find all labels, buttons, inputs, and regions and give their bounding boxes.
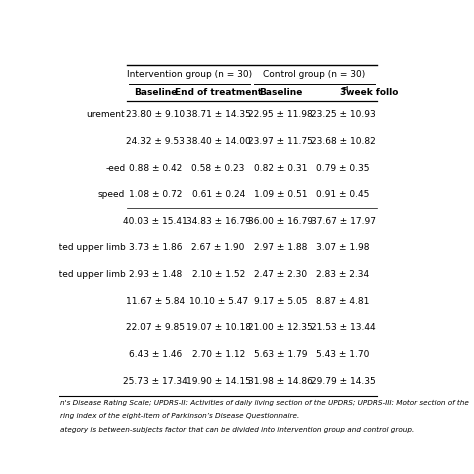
Text: Baseline: Baseline xyxy=(259,88,302,97)
Text: 2.83 ± 2.34: 2.83 ± 2.34 xyxy=(317,270,370,279)
Text: 0.88 ± 0.42: 0.88 ± 0.42 xyxy=(129,164,182,173)
Text: 38.40 ± 14.00: 38.40 ± 14.00 xyxy=(186,137,250,146)
Text: 22.07 ± 9.85: 22.07 ± 9.85 xyxy=(126,323,185,332)
Text: 2.70 ± 1.12: 2.70 ± 1.12 xyxy=(191,350,245,359)
Text: 2.67 ± 1.90: 2.67 ± 1.90 xyxy=(191,244,245,253)
Text: 8.87 ± 4.81: 8.87 ± 4.81 xyxy=(316,297,370,306)
Text: 2.10 ± 1.52: 2.10 ± 1.52 xyxy=(191,270,245,279)
Text: affected upper limb: affected upper limb xyxy=(36,270,125,279)
Text: -eed: -eed xyxy=(105,164,125,173)
Text: 0.79 ± 0.35: 0.79 ± 0.35 xyxy=(316,164,370,173)
Text: 19.07 ± 10.18: 19.07 ± 10.18 xyxy=(186,323,251,332)
Text: 0.91 ± 0.45: 0.91 ± 0.45 xyxy=(316,190,370,199)
Text: Control group (n = 30): Control group (n = 30) xyxy=(264,70,365,79)
Text: 23.68 ± 10.82: 23.68 ± 10.82 xyxy=(310,137,375,146)
Text: 0.58 ± 0.23: 0.58 ± 0.23 xyxy=(191,164,245,173)
Text: 25.73 ± 17.34: 25.73 ± 17.34 xyxy=(123,377,188,386)
Text: 29.79 ± 14.35: 29.79 ± 14.35 xyxy=(310,377,375,386)
Text: 11.67 ± 5.84: 11.67 ± 5.84 xyxy=(126,297,185,306)
Text: 21.53 ± 13.44: 21.53 ± 13.44 xyxy=(311,323,375,332)
Text: 19.90 ± 14.15: 19.90 ± 14.15 xyxy=(186,377,251,386)
Text: rd: rd xyxy=(341,86,348,91)
Text: 21.00 ± 12.35: 21.00 ± 12.35 xyxy=(248,323,313,332)
Text: re affected upper limb: re affected upper limb xyxy=(24,244,125,253)
Text: End of treatment: End of treatment xyxy=(174,88,262,97)
Text: 5.43 ± 1.70: 5.43 ± 1.70 xyxy=(316,350,370,359)
Text: 23.97 ± 11.75: 23.97 ± 11.75 xyxy=(248,137,313,146)
Text: 38.71 ± 14.35: 38.71 ± 14.35 xyxy=(186,110,251,119)
Text: 1.09 ± 0.51: 1.09 ± 0.51 xyxy=(254,190,307,199)
Text: 37.67 ± 17.97: 37.67 ± 17.97 xyxy=(310,217,375,226)
Text: 2.93 ± 1.48: 2.93 ± 1.48 xyxy=(129,270,182,279)
Text: 6.43 ± 1.46: 6.43 ± 1.46 xyxy=(129,350,182,359)
Text: urement: urement xyxy=(87,110,125,119)
Text: 1.08 ± 0.72: 1.08 ± 0.72 xyxy=(129,190,182,199)
Text: 9.17 ± 5.05: 9.17 ± 5.05 xyxy=(254,297,307,306)
Text: 31.98 ± 14.86: 31.98 ± 14.86 xyxy=(248,377,313,386)
Text: 23.80 ± 9.10: 23.80 ± 9.10 xyxy=(126,110,185,119)
Text: 2.97 ± 1.88: 2.97 ± 1.88 xyxy=(254,244,307,253)
Text: n's Disease Rating Scale; UPDRS-II: Activities of daily living section of the UP: n's Disease Rating Scale; UPDRS-II: Acti… xyxy=(60,400,469,406)
Text: 3.07 ± 1.98: 3.07 ± 1.98 xyxy=(316,244,370,253)
Text: Baseline: Baseline xyxy=(134,88,177,97)
Text: 5.63 ± 1.79: 5.63 ± 1.79 xyxy=(254,350,307,359)
Text: ring index of the eight-item of Parkinson’s Disease Questionnaire.: ring index of the eight-item of Parkinso… xyxy=(60,413,299,419)
Text: speed: speed xyxy=(98,190,125,199)
Text: 34.83 ± 16.79: 34.83 ± 16.79 xyxy=(186,217,251,226)
Text: ategory is between-subjects factor that can be divided into intervention group a: ategory is between-subjects factor that … xyxy=(60,427,414,433)
Text: 36.00 ± 16.79: 36.00 ± 16.79 xyxy=(248,217,313,226)
Text: 10.10 ± 5.47: 10.10 ± 5.47 xyxy=(189,297,248,306)
Text: 3: 3 xyxy=(339,88,346,97)
Text: Intervention group (n = 30): Intervention group (n = 30) xyxy=(127,70,252,79)
Text: 3.73 ± 1.86: 3.73 ± 1.86 xyxy=(129,244,182,253)
Text: 2.47 ± 2.30: 2.47 ± 2.30 xyxy=(254,270,307,279)
Text: 24.32 ± 9.53: 24.32 ± 9.53 xyxy=(126,137,185,146)
Text: 40.03 ± 15.41: 40.03 ± 15.41 xyxy=(123,217,188,226)
Text: 22.95 ± 11.98: 22.95 ± 11.98 xyxy=(248,110,313,119)
Text: week follo: week follo xyxy=(343,88,398,97)
Text: 23.25 ± 10.93: 23.25 ± 10.93 xyxy=(310,110,375,119)
Text: 0.61 ± 0.24: 0.61 ± 0.24 xyxy=(191,190,245,199)
Text: 0.82 ± 0.31: 0.82 ± 0.31 xyxy=(254,164,307,173)
